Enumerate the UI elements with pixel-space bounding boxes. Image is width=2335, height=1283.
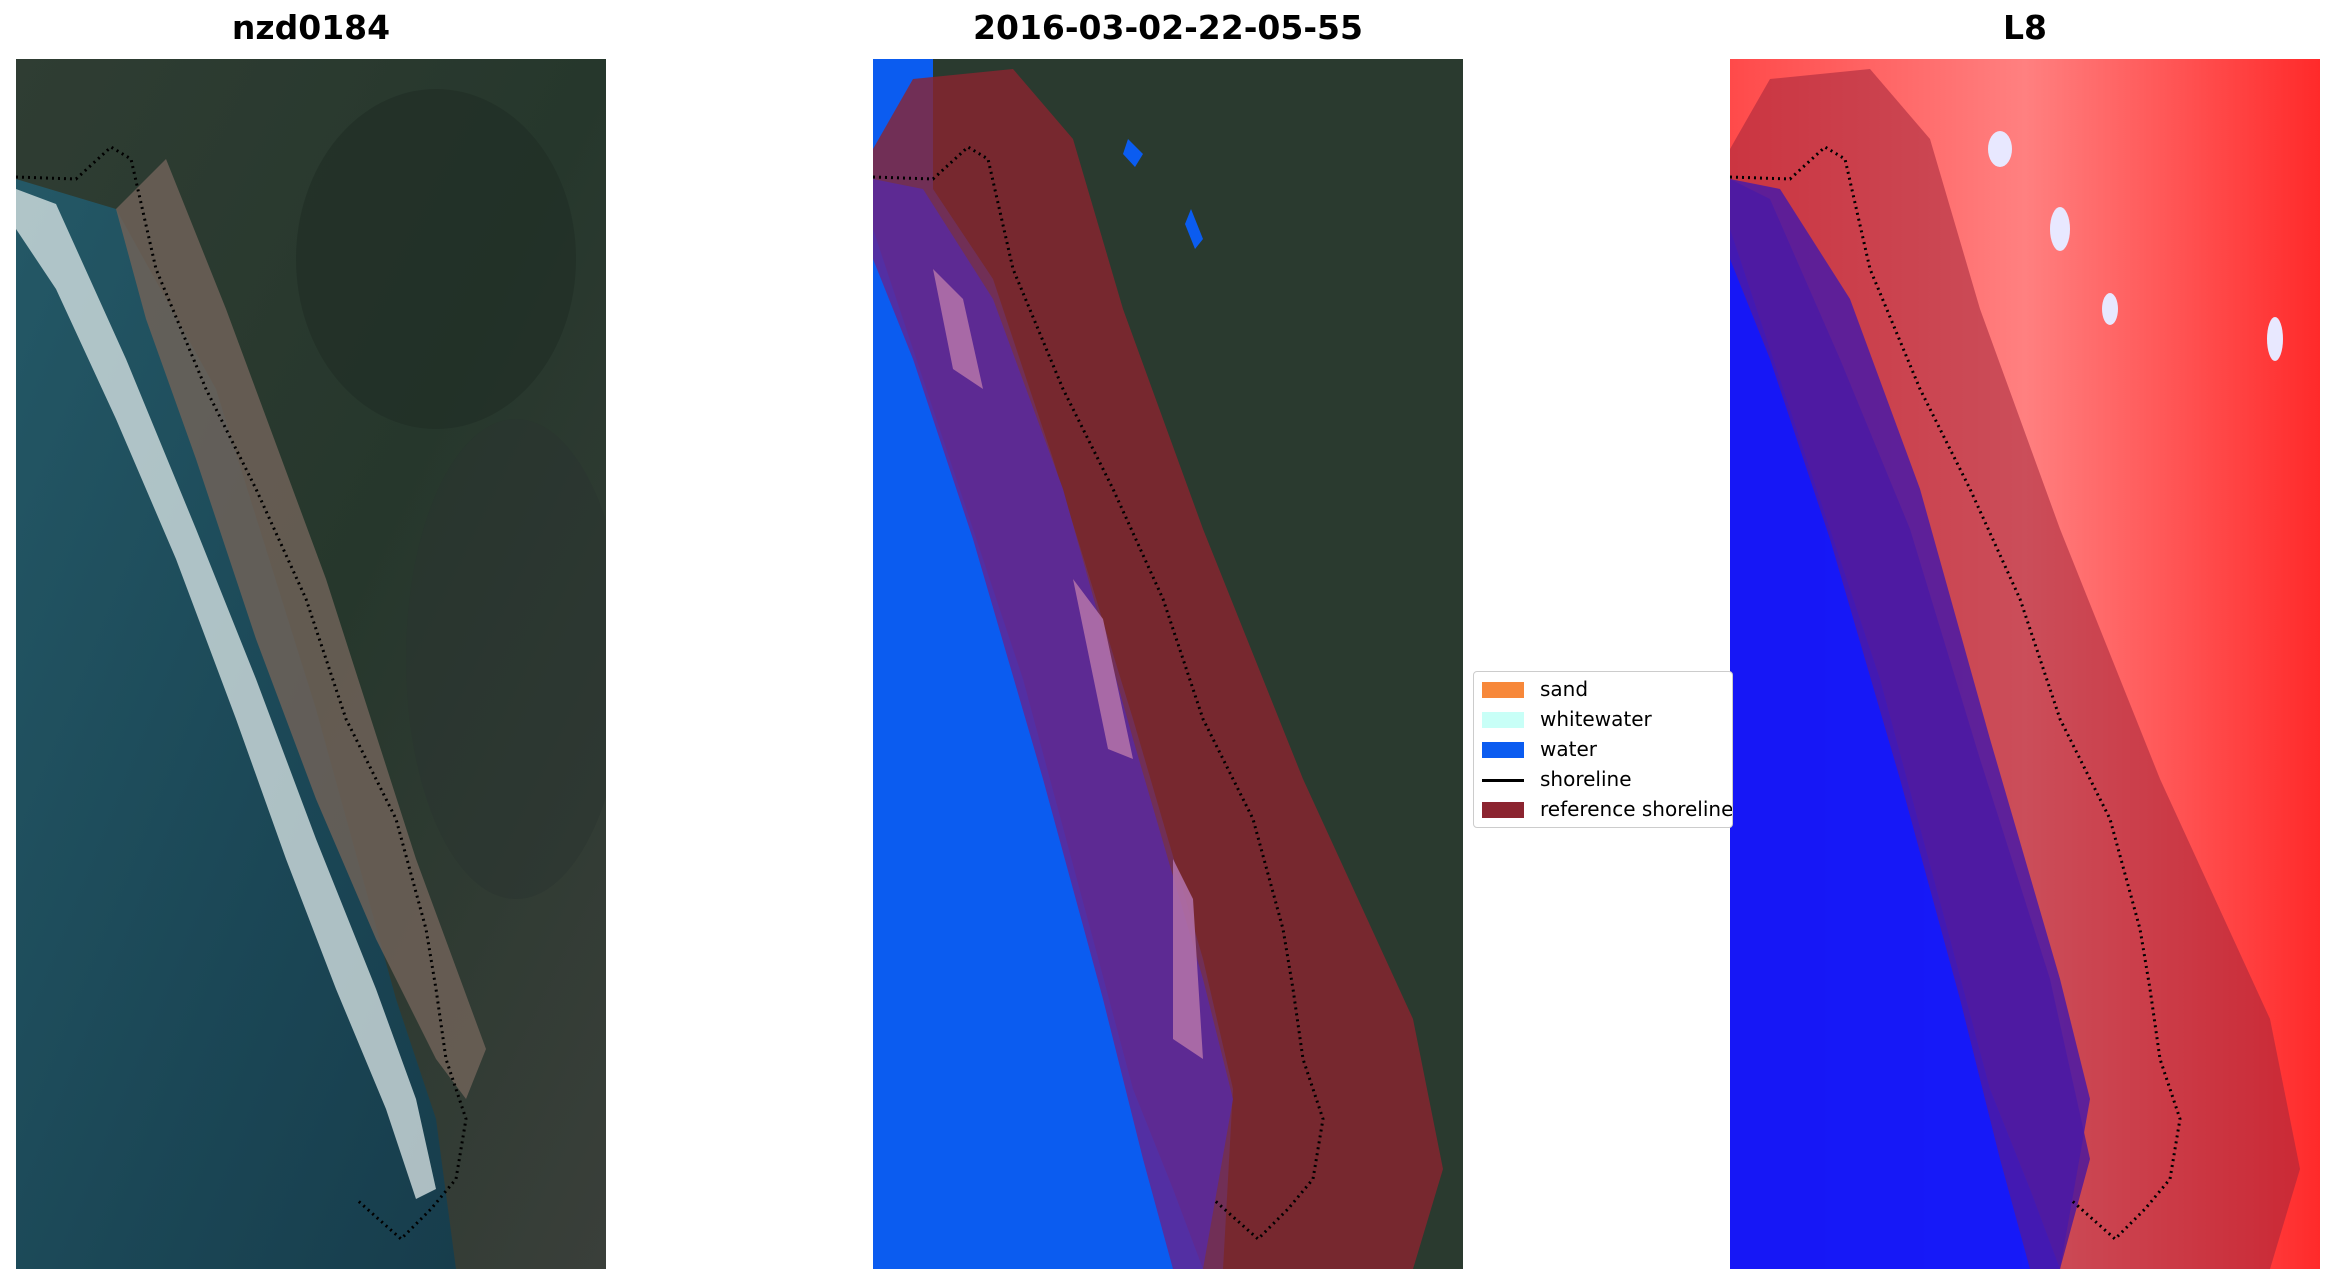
legend-label: reference shoreline buffer: [1540, 797, 1733, 821]
legend-label: water: [1540, 737, 1597, 761]
panel-title-date: 2016-03-02-22-05-55: [973, 8, 1363, 47]
legend: sand whitewater water shoreline referenc…: [1473, 671, 1733, 828]
legend-item-shoreline: shoreline: [1474, 766, 1732, 794]
water-swatch: [1482, 742, 1524, 758]
panel-title-rgb: nzd0184: [231, 8, 391, 47]
legend-label: whitewater: [1540, 707, 1652, 731]
legend-item-reference-buffer: reference shoreline buffer: [1474, 796, 1733, 824]
legend-label: sand: [1540, 677, 1589, 701]
sand-swatch: [1482, 682, 1524, 698]
buffer-swatch: [1482, 802, 1524, 818]
shoreline-line-swatch: [1482, 779, 1524, 782]
whitewater-swatch: [1482, 712, 1524, 728]
legend-item-whitewater: whitewater: [1474, 706, 1732, 734]
panel-title-sensor: L8: [2003, 8, 2047, 47]
classified-image: [873, 59, 1463, 1269]
water-index-image: [1730, 59, 2320, 1269]
legend-item-sand: sand: [1474, 676, 1732, 704]
legend-item-water: water: [1474, 736, 1732, 764]
legend-label: shoreline: [1540, 767, 1632, 791]
rgb-satellite-image: [16, 59, 606, 1269]
